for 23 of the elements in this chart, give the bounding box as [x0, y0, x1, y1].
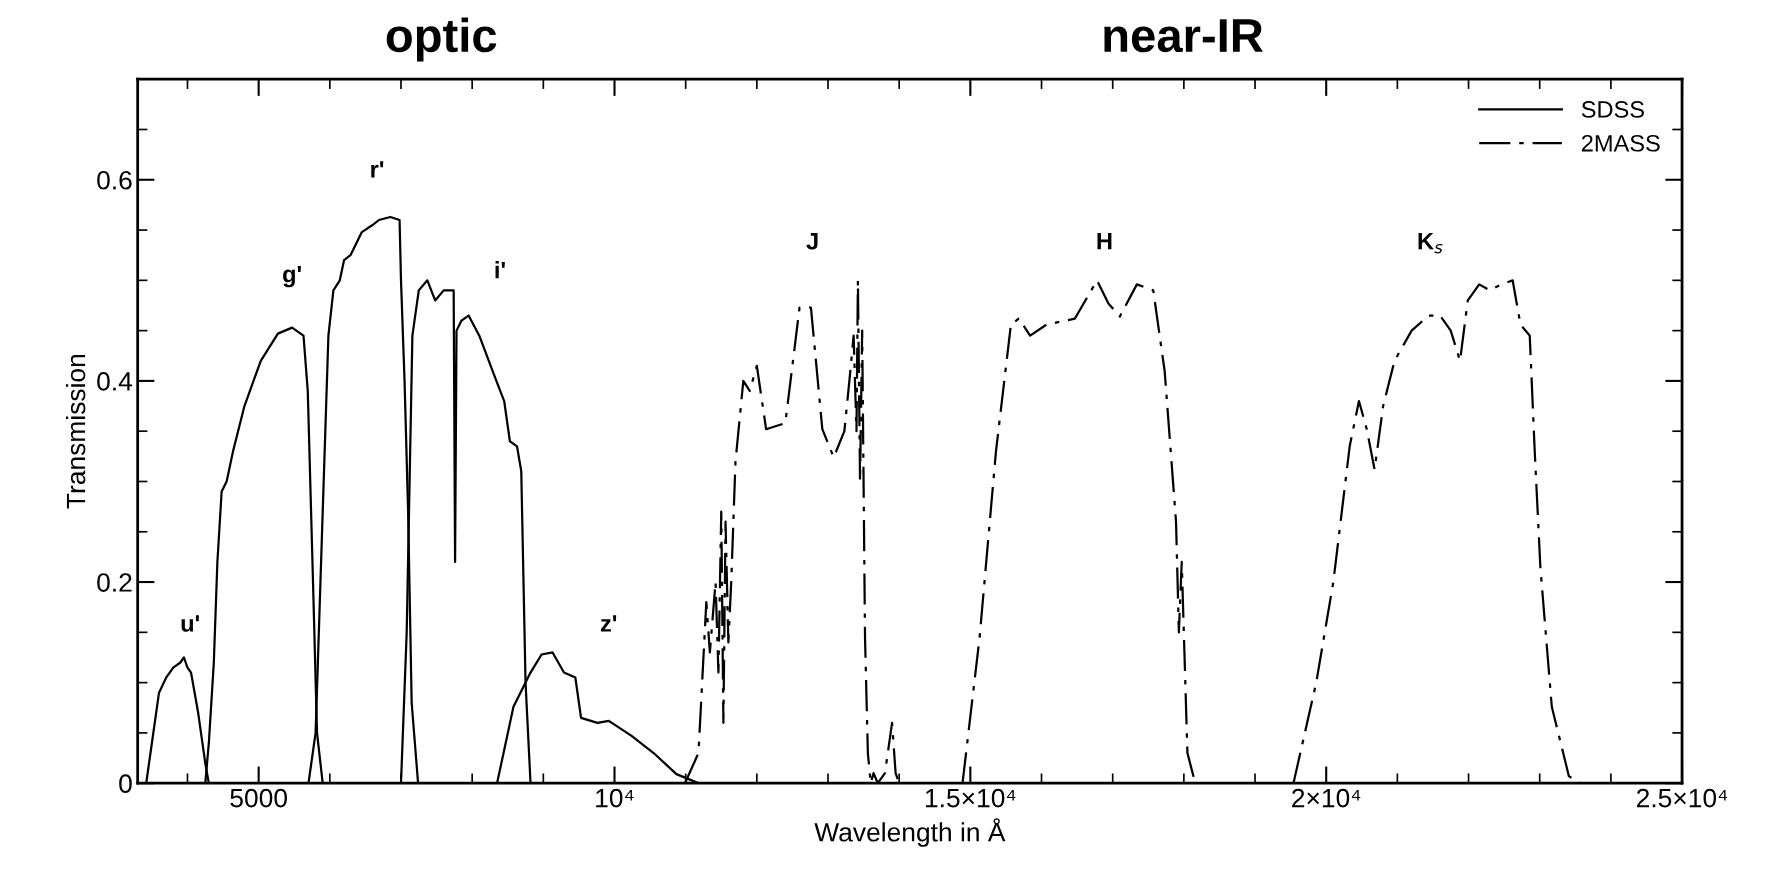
x-tick-label: 1.5×10⁴: [925, 788, 1016, 808]
x-tick-label: 5000: [230, 788, 287, 808]
y-tick-label: 0.4: [97, 372, 133, 391]
x-axis-title: Wavelength in Å: [814, 818, 1006, 847]
x-tick-label: 10⁴: [596, 788, 634, 808]
text: near-IR: [1104, 19, 1263, 53]
annotation: i': [495, 261, 505, 279]
y-tick-label: 0: [119, 774, 132, 794]
x-tick-label: 2×10⁴: [1292, 788, 1361, 808]
annotation: g': [283, 266, 301, 288]
annotation: r': [371, 161, 384, 178]
annotation: z': [600, 615, 617, 632]
y-axis-title: Transmission: [65, 354, 86, 509]
y-tick-label: 0.2: [97, 573, 132, 592]
annotation: K$_{s}$: [1418, 233, 1443, 254]
annotation: H: [1097, 233, 1112, 250]
annotation: J: [806, 233, 818, 250]
legend-label: SDSS: [1581, 101, 1644, 118]
text: optic: [386, 17, 497, 62]
y-tick-label: 0.6: [97, 170, 132, 190]
legend-label: 2MASS: [1581, 134, 1660, 152]
annotation: u': [181, 615, 199, 632]
x-tick-label: 2.5×10⁴: [1636, 788, 1728, 808]
